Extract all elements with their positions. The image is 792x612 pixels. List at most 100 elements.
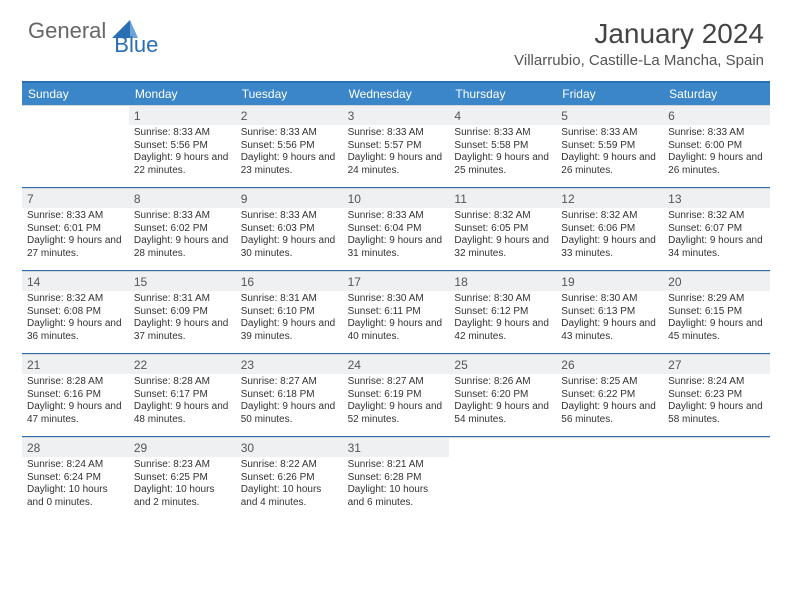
daylight-text: Daylight: 10 hours and 6 minutes. (348, 484, 445, 509)
calendar-cell: 13 Sunrise: 8:32 AMSunset: 6:07 PMDayligh… (663, 188, 770, 270)
daylight-text: Daylight: 9 hours and 52 minutes. (348, 401, 445, 426)
sunset-text: Sunset: 6:08 PM (27, 306, 124, 319)
sunset-text: Sunset: 6:10 PM (241, 306, 338, 319)
day-number: 28 (22, 438, 129, 457)
calendar-cell: 24Sunrise: 8:27 AMSunset: 6:19 PMDayligh… (343, 354, 450, 436)
calendar-cell: 29Sunrise: 8:23 AMSunset: 6:25 PMDayligh… (129, 437, 236, 519)
sunrise-text: Sunrise: 8:22 AM (241, 459, 338, 472)
sunset-text: Sunset: 6:07 PM (668, 223, 765, 236)
calendar-cell: 11Sunrise: 8:32 AMSunset: 6:05 PMDayligh… (449, 188, 556, 270)
brand-part2: Blue (114, 32, 158, 58)
calendar-cell: 4 Sunrise: 8:33 AMSunset: 5:58 PMDaylight… (449, 105, 556, 187)
daylight-text: Daylight: 9 hours and 48 minutes. (134, 401, 231, 426)
day-number: 18 (449, 272, 556, 291)
daylight-text: Daylight: 9 hours and 42 minutes. (454, 318, 551, 343)
sunset-text: Sunset: 5:58 PM (454, 140, 551, 153)
day-number: 30 (236, 438, 343, 457)
sunset-text: Sunset: 6:02 PM (134, 223, 231, 236)
sunrise-text: Sunrise: 8:25 AM (561, 376, 658, 389)
sunrise-text: Sunrise: 8:32 AM (561, 210, 658, 223)
sunrise-text: Sunrise: 8:33 AM (27, 210, 124, 223)
calendar-cell: 25Sunrise: 8:26 AMSunset: 6:20 PMDayligh… (449, 354, 556, 436)
calendar-week: 14Sunrise: 8:32 AMSunset: 6:08 PMDayligh… (22, 271, 770, 354)
sunrise-text: Sunrise: 8:30 AM (348, 293, 445, 306)
day-number: 9 (236, 189, 343, 208)
day-number: 2 (236, 106, 343, 125)
daylight-text: Daylight: 9 hours and 30 minutes. (241, 235, 338, 260)
daylight-text: Daylight: 9 hours and 26 minutes. (561, 152, 658, 177)
daylight-text: Daylight: 9 hours and 45 minutes. (668, 318, 765, 343)
calendar-week: 7Sunrise: 8:33 AMSunset: 6:01 PMDaylight… (22, 188, 770, 271)
day-number: 1 (129, 106, 236, 125)
calendar-cell: 20Sunrise: 8:29 AMSunset: 6:15 PMDayligh… (663, 271, 770, 353)
day-number: 4 (449, 106, 556, 125)
calendar-cell: 2Sunrise: 8:33 AMSunset: 5:56 PMDaylight… (236, 105, 343, 187)
sunrise-text: Sunrise: 8:24 AM (668, 376, 765, 389)
sunrise-text: Sunrise: 8:28 AM (134, 376, 231, 389)
daylight-text: Daylight: 9 hours and 54 minutes. (454, 401, 551, 426)
calendar-cell: 8Sunrise: 8:33 AMSunset: 6:02 PMDaylight… (129, 188, 236, 270)
calendar-cell: 16Sunrise: 8:31 AMSunset: 6:10 PMDayligh… (236, 271, 343, 353)
calendar-cell: 18Sunrise: 8:30 AMSunset: 6:12 PMDayligh… (449, 271, 556, 353)
calendar-cell: 21Sunrise: 8:28 AMSunset: 6:16 PMDayligh… (22, 354, 129, 436)
day-number: 21 (22, 355, 129, 374)
daylight-text: Daylight: 9 hours and 31 minutes. (348, 235, 445, 260)
sunrise-text: Sunrise: 8:33 AM (454, 127, 551, 140)
sunrise-text: Sunrise: 8:32 AM (454, 210, 551, 223)
sunrise-text: Sunrise: 8:28 AM (27, 376, 124, 389)
calendar-cell: 15Sunrise: 8:31 AMSunset: 6:09 PMDayligh… (129, 271, 236, 353)
brand-part1: General (28, 18, 106, 44)
daylight-text: Daylight: 9 hours and 50 minutes. (241, 401, 338, 426)
sunrise-text: Sunrise: 8:33 AM (241, 210, 338, 223)
daylight-text: Daylight: 9 hours and 37 minutes. (134, 318, 231, 343)
sunset-text: Sunset: 6:12 PM (454, 306, 551, 319)
weekday-header: Friday (556, 83, 663, 105)
page-header: General Blue January 2024 Villarrubio, C… (0, 0, 792, 73)
calendar-cell: 27Sunrise: 8:24 AMSunset: 6:23 PMDayligh… (663, 354, 770, 436)
sunset-text: Sunset: 6:04 PM (348, 223, 445, 236)
calendar-cell: 26Sunrise: 8:25 AMSunset: 6:22 PMDayligh… (556, 354, 663, 436)
calendar-cell: 3Sunrise: 8:33 AMSunset: 5:57 PMDaylight… (343, 105, 450, 187)
calendar-cell: 5Sunrise: 8:33 AMSunset: 5:59 PMDaylight… (556, 105, 663, 187)
sunrise-text: Sunrise: 8:31 AM (241, 293, 338, 306)
calendar-cell: 12Sunrise: 8:32 AMSunset: 6:06 PMDayligh… (556, 188, 663, 270)
day-number: 14 (22, 272, 129, 291)
daylight-text: Daylight: 9 hours and 47 minutes. (27, 401, 124, 426)
day-number: 8 (129, 189, 236, 208)
location-text: Villarrubio, Castille-La Mancha, Spain (514, 52, 764, 69)
sunset-text: Sunset: 6:23 PM (668, 389, 765, 402)
day-number: 6 (663, 106, 770, 125)
day-number: 20 (663, 272, 770, 291)
sunrise-text: Sunrise: 8:33 AM (348, 127, 445, 140)
day-number: 23 (236, 355, 343, 374)
sunset-text: Sunset: 6:17 PM (134, 389, 231, 402)
calendar-cell-empty: · (449, 437, 556, 519)
daylight-text: Daylight: 9 hours and 22 minutes. (134, 152, 231, 177)
sunset-text: Sunset: 6:22 PM (561, 389, 658, 402)
calendar-cell: 6Sunrise: 8:33 AMSunset: 6:00 PMDaylight… (663, 105, 770, 187)
sunrise-text: Sunrise: 8:32 AM (668, 210, 765, 223)
sunrise-text: Sunrise: 8:23 AM (134, 459, 231, 472)
day-number: 15 (129, 272, 236, 291)
daylight-text: Daylight: 9 hours and 25 minutes. (454, 152, 551, 177)
sunrise-text: Sunrise: 8:27 AM (241, 376, 338, 389)
sunset-text: Sunset: 6:15 PM (668, 306, 765, 319)
daylight-text: Daylight: 9 hours and 40 minutes. (348, 318, 445, 343)
calendar-cell: 14Sunrise: 8:32 AMSunset: 6:08 PMDayligh… (22, 271, 129, 353)
calendar-cell: 30Sunrise: 8:22 AMSunset: 6:26 PMDayligh… (236, 437, 343, 519)
sunset-text: Sunset: 6:05 PM (454, 223, 551, 236)
day-number: 3 (343, 106, 450, 125)
sunset-text: Sunset: 5:59 PM (561, 140, 658, 153)
sunrise-text: Sunrise: 8:33 AM (241, 127, 338, 140)
calendar-cell: 23Sunrise: 8:27 AMSunset: 6:18 PMDayligh… (236, 354, 343, 436)
calendar-cell: 19Sunrise: 8:30 AMSunset: 6:13 PMDayligh… (556, 271, 663, 353)
daylight-text: Daylight: 9 hours and 34 minutes. (668, 235, 765, 260)
sunset-text: Sunset: 5:56 PM (134, 140, 231, 153)
day-number: 11 (449, 189, 556, 208)
day-number: 13 (663, 189, 770, 208)
calendar-cell-empty: · (556, 437, 663, 519)
daylight-text: Daylight: 9 hours and 28 minutes. (134, 235, 231, 260)
sunset-text: Sunset: 6:24 PM (27, 472, 124, 485)
sunrise-text: Sunrise: 8:33 AM (561, 127, 658, 140)
daylight-text: Daylight: 9 hours and 39 minutes. (241, 318, 338, 343)
